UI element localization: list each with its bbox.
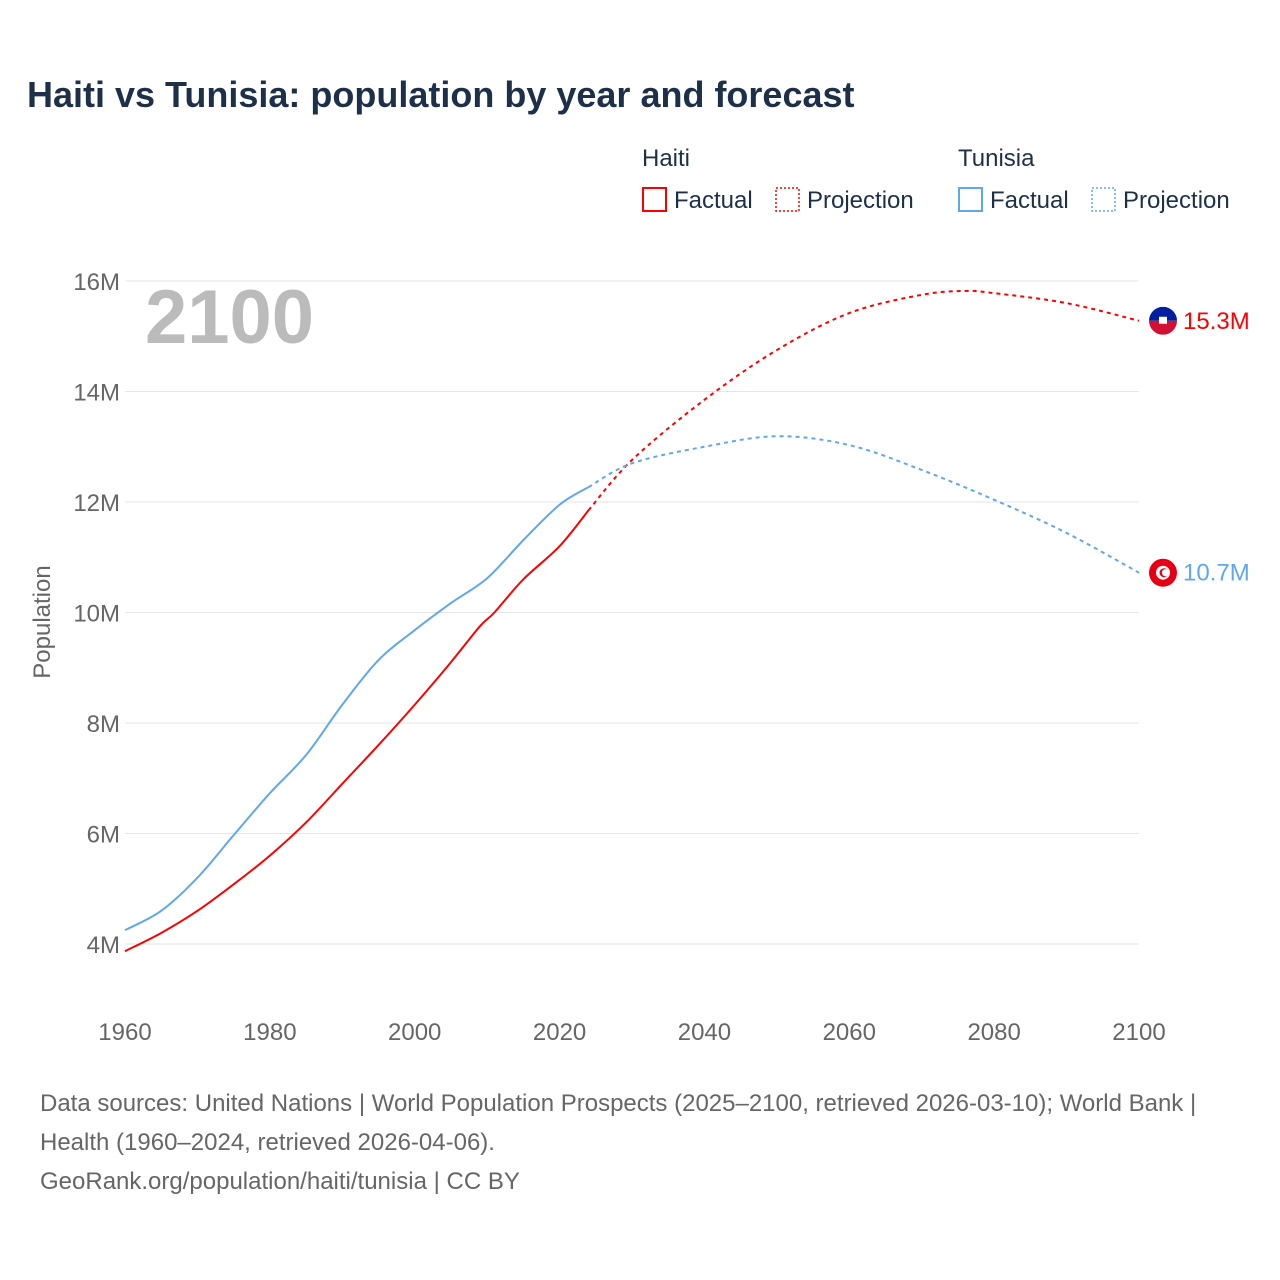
tunisia-end-label: 10.7M: [1183, 560, 1250, 587]
y-tick-label: 8M: [87, 711, 120, 738]
legend-factual-label-tunisia: Factual: [990, 187, 1069, 214]
x-tick-label: 2020: [533, 1019, 586, 1046]
x-tick-label: 2080: [967, 1019, 1020, 1046]
legend-projection-label-tunisia: Projection: [1123, 187, 1230, 214]
haiti-factual-line: [124, 509, 590, 953]
y-tick-label: 4M: [87, 932, 120, 959]
tunisia-projection-line: [588, 435, 1140, 574]
data-sources: Data sources: United Nations | World Pop…: [40, 1090, 1197, 1156]
legend-factual-swatch-tunisia: [958, 187, 983, 212]
legend-factual-label-haiti: Factual: [674, 187, 753, 214]
y-tick-label: 6M: [87, 822, 120, 849]
haiti-end-label: 15.3M: [1183, 308, 1250, 335]
haiti-projection-line: [587, 289, 1140, 511]
x-tick-label: 2040: [678, 1019, 731, 1046]
year-label: 2100: [145, 275, 314, 360]
legend-projection-swatch-tunisia: [1091, 187, 1116, 212]
haiti-flag-icon: [1149, 306, 1177, 335]
x-tick-label: 1980: [243, 1019, 296, 1046]
x-tick-label: 2060: [823, 1019, 876, 1046]
x-tick-label: 2100: [1112, 1019, 1165, 1046]
y-tick-label: 14M: [73, 380, 120, 407]
x-tick-label: 2000: [388, 1019, 441, 1046]
legend-group-haiti: Haiti: [642, 145, 690, 172]
tunisia-flag-icon: [1149, 558, 1177, 587]
y-tick-label: 12M: [73, 490, 120, 517]
legend-factual-swatch-haiti: [642, 187, 667, 212]
legend-projection-label-haiti: Projection: [807, 187, 914, 214]
y-tick-label: 16M: [73, 269, 120, 296]
y-axis-label: Population: [29, 565, 56, 678]
y-tick-label: 10M: [73, 601, 120, 628]
tunisia-factual-line: [124, 486, 590, 932]
chart-title: Haiti vs Tunisia: population by year and…: [27, 74, 855, 115]
legend-group-tunisia: Tunisia: [958, 145, 1035, 172]
x-tick-label: 1960: [98, 1019, 151, 1046]
credit-link[interactable]: GeoRank.org/population/haiti/tunisia | C…: [40, 1168, 520, 1195]
legend-projection-swatch-haiti: [775, 187, 800, 212]
line-chart: 4M 6M 8M 10M 12M 14M 16M 1960 1980 2000 2020 2040 20…: [29, 145, 1250, 1046]
